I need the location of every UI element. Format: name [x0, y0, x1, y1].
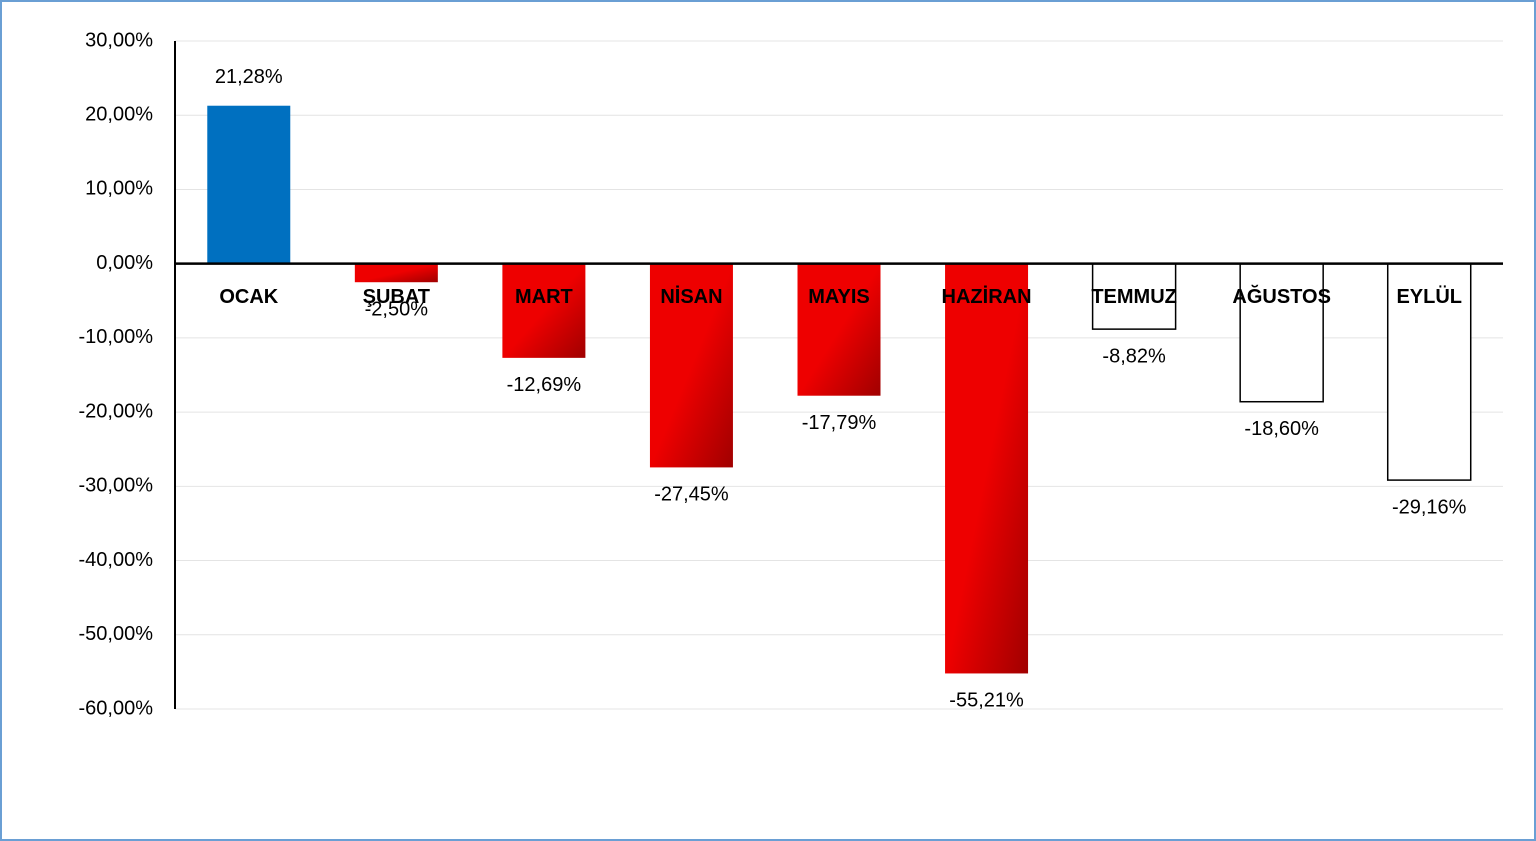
- y-tick-label: 10,00%: [85, 178, 153, 200]
- value-label: -18,60%: [1244, 418, 1319, 440]
- bar: [207, 105, 291, 264]
- x-tick-label: EYLÜL: [1396, 285, 1462, 308]
- x-tick-label: MAYIS: [808, 286, 870, 308]
- value-label: -55,21%: [949, 690, 1024, 712]
- y-tick-label: -40,00%: [79, 549, 154, 571]
- y-tick-label: -30,00%: [79, 475, 154, 497]
- y-tick-label: 0,00%: [96, 252, 153, 274]
- bar: [502, 263, 586, 358]
- value-label: -27,45%: [654, 484, 729, 506]
- y-tick-label: 20,00%: [85, 104, 153, 126]
- bar: [1091, 262, 1177, 330]
- value-label: 21,28%: [215, 66, 283, 88]
- value-label: -12,69%: [507, 374, 582, 396]
- x-tick-label: NİSAN: [660, 285, 722, 308]
- bar: [1386, 262, 1472, 481]
- bar: [945, 263, 1029, 674]
- y-tick-label: -60,00%: [79, 697, 154, 719]
- x-tick-label: ŞUBAT: [363, 286, 430, 308]
- x-tick-label: AĞUSTOS: [1232, 284, 1331, 308]
- x-tick-label: TEMMUZ: [1091, 286, 1177, 308]
- value-label: -17,79%: [802, 412, 877, 434]
- x-tick-label: HAZİRAN: [942, 285, 1032, 308]
- value-label: -8,82%: [1102, 345, 1166, 367]
- value-label: -2,50%: [365, 299, 429, 321]
- bar: [354, 263, 438, 283]
- bar: [649, 263, 733, 468]
- y-tick-label: 30,00%: [85, 29, 153, 51]
- bar: [1239, 262, 1324, 403]
- x-tick-label: MART: [515, 286, 573, 308]
- y-tick-label: -10,00%: [79, 326, 154, 348]
- y-tick-label: -20,00%: [79, 400, 154, 422]
- value-label: -29,16%: [1392, 496, 1467, 518]
- x-tick-label: OCAK: [219, 286, 278, 308]
- bar: [797, 263, 881, 396]
- y-tick-label: -50,00%: [79, 623, 154, 645]
